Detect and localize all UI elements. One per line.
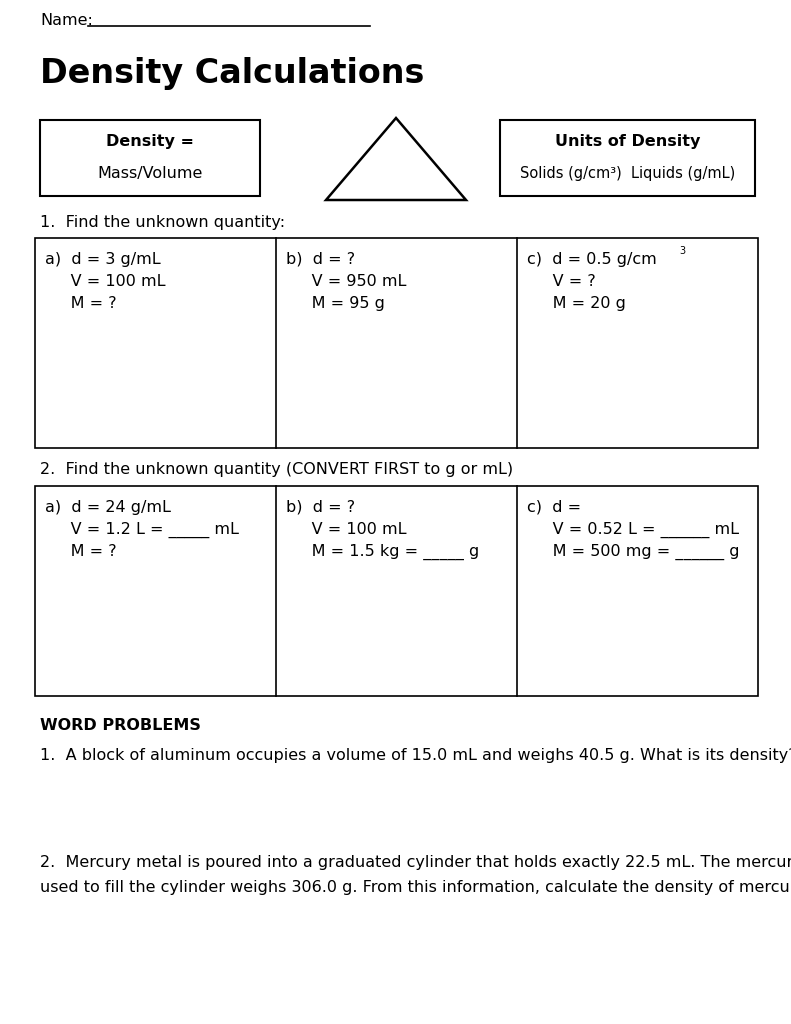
Text: b)  d = ?: b) d = ? <box>286 500 355 515</box>
Text: M = ?: M = ? <box>45 544 116 559</box>
Text: a)  d = 24 g/mL: a) d = 24 g/mL <box>45 500 171 515</box>
Text: V = 950 mL: V = 950 mL <box>286 274 407 289</box>
Text: Mass/Volume: Mass/Volume <box>97 166 202 181</box>
Text: V = ?: V = ? <box>527 274 596 289</box>
Text: V = 100 mL: V = 100 mL <box>286 522 407 537</box>
Bar <box>35 486 758 696</box>
Text: 1.  Find the unknown quantity:: 1. Find the unknown quantity: <box>40 215 285 230</box>
Text: used to fill the cylinder weighs 306.0 g. From this information, calculate the d: used to fill the cylinder weighs 306.0 g… <box>40 880 791 895</box>
Text: Units of Density: Units of Density <box>554 134 700 150</box>
Bar <box>500 120 755 196</box>
Text: Name:: Name: <box>40 13 93 28</box>
Text: Density Calculations: Density Calculations <box>40 57 425 90</box>
Text: M = 1.5 kg = _____ g: M = 1.5 kg = _____ g <box>286 544 479 560</box>
Text: WORD PROBLEMS: WORD PROBLEMS <box>40 718 201 733</box>
Text: V = 0.52 L = ______ mL: V = 0.52 L = ______ mL <box>527 522 739 539</box>
Text: Density =: Density = <box>106 134 194 150</box>
Text: 2.  Find the unknown quantity (CONVERT FIRST to g or mL): 2. Find the unknown quantity (CONVERT FI… <box>40 462 513 477</box>
Text: 3: 3 <box>679 246 685 256</box>
Text: Solids (g/cm³)  Liquids (g/mL): Solids (g/cm³) Liquids (g/mL) <box>520 166 735 181</box>
Text: M = 500 mg = ______ g: M = 500 mg = ______ g <box>527 544 740 560</box>
Text: a)  d = 3 g/mL: a) d = 3 g/mL <box>45 252 161 267</box>
Text: 1.  A block of aluminum occupies a volume of 15.0 mL and weighs 40.5 g. What is : 1. A block of aluminum occupies a volume… <box>40 748 791 763</box>
Text: M = 20 g: M = 20 g <box>527 296 626 311</box>
Bar <box>40 120 260 196</box>
Text: V = 100 mL: V = 100 mL <box>45 274 165 289</box>
Bar <box>35 238 758 449</box>
Text: M = ?: M = ? <box>45 296 116 311</box>
Text: V = 1.2 L = _____ mL: V = 1.2 L = _____ mL <box>45 522 239 539</box>
Text: 2.  Mercury metal is poured into a graduated cylinder that holds exactly 22.5 mL: 2. Mercury metal is poured into a gradua… <box>40 855 791 870</box>
Text: M = 95 g: M = 95 g <box>286 296 385 311</box>
Text: c)  d = 0.5 g/cm: c) d = 0.5 g/cm <box>527 252 657 267</box>
Text: c)  d =: c) d = <box>527 500 581 515</box>
Text: b)  d = ?: b) d = ? <box>286 252 355 267</box>
